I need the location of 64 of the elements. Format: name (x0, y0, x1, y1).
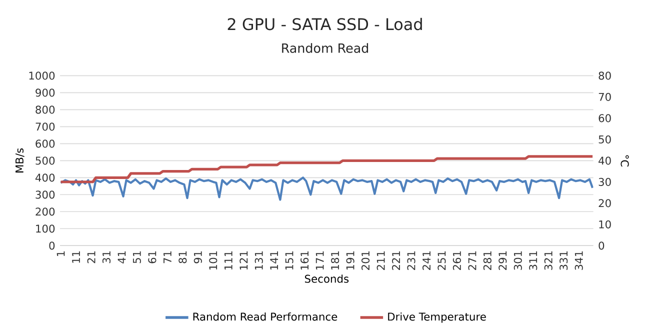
y2-tick-label: 30 (598, 178, 611, 186)
y2-tick-label: 10 (599, 220, 611, 228)
x-tick-label: 21 (87, 251, 96, 264)
y-tick-label: 0 (49, 242, 55, 250)
x-tick-label: 1 (56, 251, 65, 256)
x-tick-label: 291 (498, 251, 507, 270)
x-tick-label: 271 (468, 251, 476, 270)
y-axis-title: MB/s (16, 148, 24, 172)
y2-axis-title: °C (620, 155, 629, 167)
x-tick-label: 121 (240, 251, 248, 270)
y2-tick-label: 80 (598, 72, 611, 80)
chart-title: 2 GPU - SATA SSD - Load (228, 18, 422, 30)
x-tick-label: 111 (224, 251, 232, 270)
x-tick-label: 31 (102, 251, 111, 264)
y-tick-label: 900 (36, 88, 55, 97)
y-tick-label: 100 (36, 224, 55, 233)
y-tick-label: 1000 (29, 72, 55, 80)
x-tick-label: 221 (392, 251, 400, 270)
y-tick-label: 800 (36, 106, 55, 114)
y2-tick-label: 0 (598, 242, 604, 250)
line-series (60, 176, 594, 201)
x-tick-label: 301 (514, 251, 522, 270)
y-tick-label: 700 (36, 122, 55, 131)
y-tick-label: 300 (36, 190, 55, 199)
y2-tick-label: 20 (598, 199, 611, 208)
x-tick-label: 91 (194, 251, 202, 264)
y-tick-label: 500 (36, 156, 55, 165)
x-tick-label: 331 (560, 251, 568, 270)
x-tick-label: 321 (544, 251, 552, 270)
x-tick-label: 11 (72, 251, 80, 263)
x-tick-label: 311 (529, 251, 538, 270)
y2-tick-label: 70 (598, 92, 611, 102)
x-tick-label: 81 (178, 251, 187, 264)
line-series (60, 155, 594, 184)
x-tick-label: 71 (164, 251, 172, 264)
x-tick-label: 51 (132, 251, 141, 264)
x-tick-label: 261 (452, 251, 461, 270)
legend-label: Drive Temperature (388, 312, 486, 323)
x-tick-label: 171 (316, 251, 324, 270)
x-tick-label: 141 (270, 251, 278, 270)
x-axis-title: Seconds (304, 274, 349, 283)
x-tick-label: 201 (361, 251, 370, 270)
y-tick-label: 400 (35, 174, 55, 182)
x-tick-label: 41 (118, 251, 126, 264)
x-tick-label: 181 (331, 251, 340, 270)
x-tick-label: 281 (483, 251, 492, 270)
x-tick-label: 131 (254, 251, 263, 270)
x-tick-label: 151 (285, 251, 294, 270)
y-tick-label: 200 (36, 208, 55, 216)
x-tick-label: 101 (209, 251, 218, 270)
legend-label: Random Read Performance (193, 312, 338, 321)
y-tick-label: 600 (36, 140, 55, 148)
x-tick-label: 161 (300, 251, 309, 270)
x-tick-label: 251 (438, 251, 446, 270)
x-tick-label: 231 (407, 251, 416, 270)
x-tick-label: 341 (574, 251, 583, 270)
x-tick-label: 61 (148, 251, 156, 264)
y2-tick-label: 50 (598, 135, 611, 144)
x-tick-label: 241 (422, 251, 430, 270)
y2-tick-label: 40 (598, 156, 611, 165)
x-tick-label: 191 (346, 251, 354, 270)
y2-tick-label: 60 (598, 114, 611, 122)
chart-subtitle: Random Read (282, 43, 368, 53)
x-tick-label: 211 (376, 251, 385, 270)
